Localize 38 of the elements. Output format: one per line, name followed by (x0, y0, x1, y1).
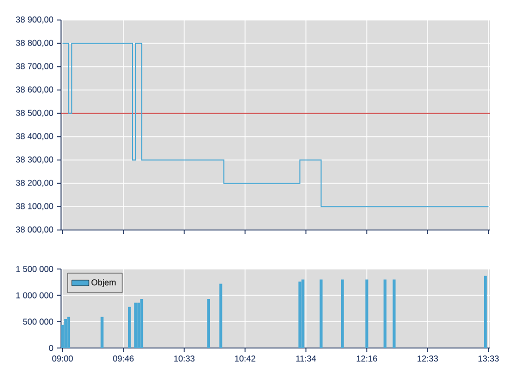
x-tick-label: 13:33 (478, 356, 499, 362)
x-tick-label: 12:16 (356, 356, 378, 362)
bar (384, 280, 386, 348)
bar (64, 319, 68, 348)
x-tick-label: 09:46 (113, 356, 134, 362)
bar (392, 280, 396, 348)
y-tick-label: 500 000 (23, 318, 54, 325)
bar (301, 280, 304, 348)
y-tick-label: 38 400,00 (16, 133, 54, 140)
bar (137, 302, 140, 348)
bar (67, 316, 70, 348)
y-tick-label: 38 700,00 (16, 63, 54, 70)
y-tick-label: 38 100,00 (16, 203, 54, 210)
bar (298, 282, 302, 348)
x-tick-label: 11:34 (296, 356, 316, 362)
x-tick-label: 10:42 (235, 356, 256, 362)
y-tick-label: 38 300,00 (16, 156, 54, 164)
y-tick-label: 38 200,00 (16, 180, 54, 187)
x-tick-label: 09:00 (52, 356, 73, 362)
bar (320, 280, 323, 348)
y-tick-label: 1 000 000 (16, 292, 54, 298)
x-tick-label: 12:33 (418, 356, 438, 362)
y-tick-label: 38 000,00 (16, 226, 54, 234)
y-tick-label: 1 500 000 (16, 266, 54, 272)
bar (140, 299, 144, 348)
bar (484, 276, 487, 348)
y-tick-label: 38 800,00 (16, 40, 54, 47)
bar (128, 306, 131, 348)
bar (340, 280, 344, 348)
y-tick-label: 38 900,00 (16, 16, 54, 24)
x-tick-label: 10:33 (174, 356, 194, 362)
y-tick-label: 0 (49, 344, 54, 351)
y-tick-label: 38 500,00 (16, 110, 54, 117)
y-tick-label: 38 600,00 (16, 86, 54, 94)
bar (100, 316, 104, 348)
bar (207, 299, 210, 348)
legend-label: Objem (92, 279, 116, 288)
bar (134, 302, 137, 348)
